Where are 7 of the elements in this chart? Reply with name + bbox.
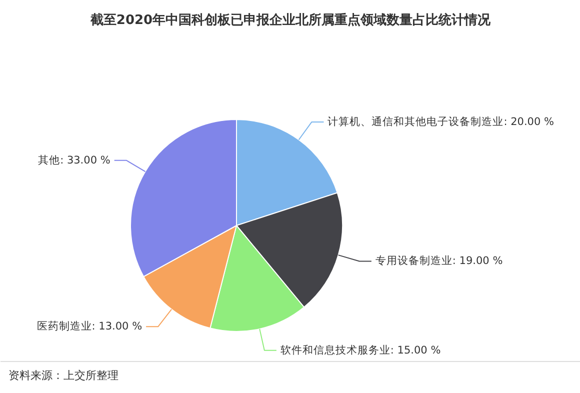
text: 资料来源：上交所整理 bbox=[8, 369, 118, 382]
slice-label: 计算机、通信和其他电子设备制造业: 20.00 % bbox=[328, 114, 554, 128]
slice-label: 软件和信息技术服务业: 15.00 % bbox=[280, 343, 441, 356]
chart-title: 截至2020年中国科创板已申报企业北所属重点领域数量占比统计情况 bbox=[89, 12, 492, 28]
slice-label: 其他: 33.00 % bbox=[38, 153, 110, 166]
slice-label: 医药制造业: 13.00 % bbox=[36, 320, 142, 333]
slice-label: 专用设备制造业: 19.00 % bbox=[375, 254, 503, 268]
